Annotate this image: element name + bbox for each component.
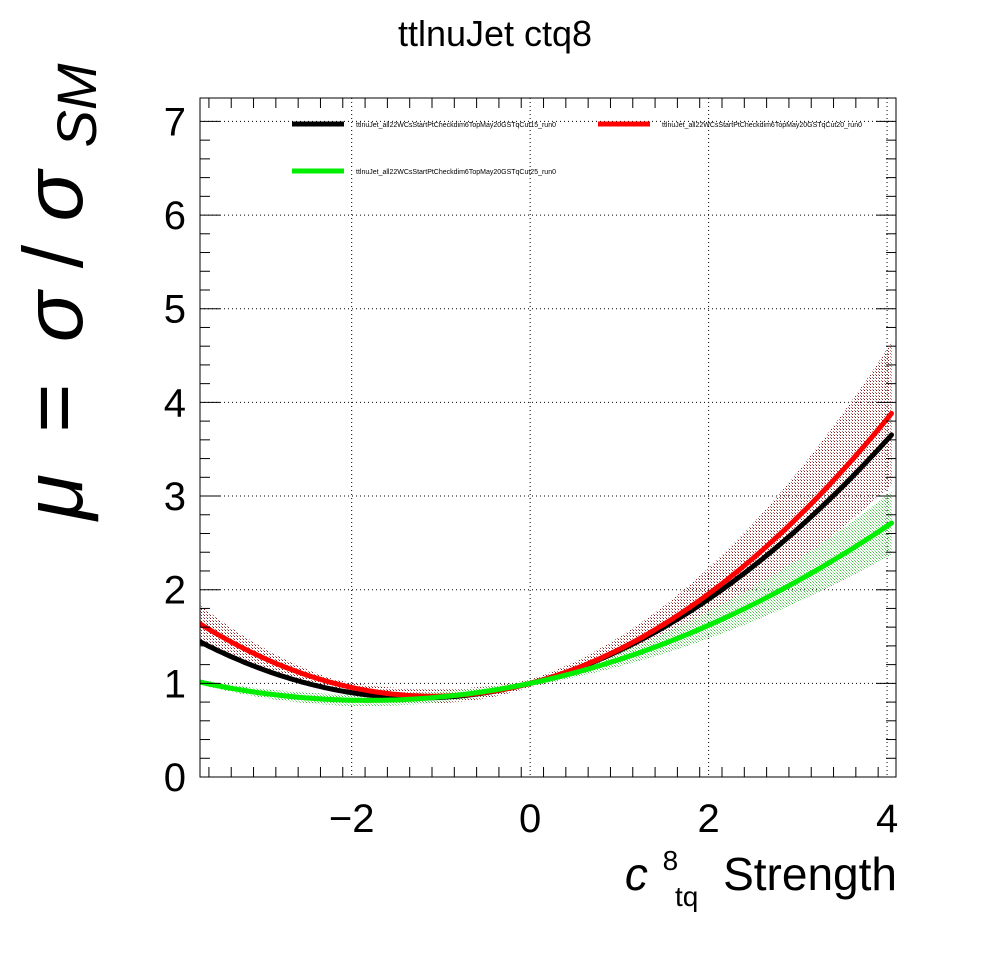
y-tick-label-6: 6: [164, 194, 186, 238]
uncertainty-bands: [200, 342, 892, 707]
y-tick-label-0: 0: [164, 756, 186, 800]
axis-ticks: [200, 98, 896, 778]
band-2: [200, 491, 892, 707]
x-tick-label-2: 2: [697, 797, 719, 841]
y-title-equals: =: [6, 384, 100, 433]
chart-title: ttlnuJet ctq8: [398, 13, 592, 54]
x-tick-label-1: 0: [519, 797, 541, 841]
x-title-c: c: [625, 848, 648, 900]
x-axis-title: c 8 tq Strength: [625, 828, 897, 916]
y-tick-labels: 0 1 2 3 4 5 6 7: [164, 100, 186, 800]
y-title-sigma: σ: [6, 288, 100, 342]
y-title-sigma-sm: σ: [6, 168, 100, 222]
x-title-rest: Strength: [723, 848, 897, 900]
grid: [200, 98, 896, 777]
y-axis-title: μ = σ / σ SM: [6, 63, 108, 522]
legend-label-2: ttlnuJet_all22WCsStartPtCheckdim6TopMay2…: [356, 169, 556, 176]
y-title-slash: /: [6, 244, 100, 268]
x-tick-labels: −2 0 2 4: [329, 797, 898, 841]
y-tick-label-2: 2: [164, 569, 186, 613]
x-tick-label-0: −2: [329, 797, 375, 841]
x-tick-label-3: 4: [876, 797, 898, 841]
legend: ttlnuJet_all22WCsStartPtCheckdim6TopMay2…: [292, 121, 862, 176]
y-tick-label-1: 1: [164, 662, 186, 706]
plot-frame: [199, 97, 897, 778]
y-tick-label-4: 4: [164, 381, 186, 425]
legend-label-0: ttlnuJet_all22WCsStartPtCheckdim6TopMay2…: [356, 122, 556, 129]
y-title-mu: μ: [6, 474, 100, 522]
band-1: [200, 342, 892, 704]
y-title-sub: SM: [45, 63, 108, 147]
series-line-2: [200, 520, 894, 703]
legend-label-1: ttlnuJet_all22WCsStartPtCheckdim6TopMay2…: [662, 122, 862, 129]
y-tick-label-3: 3: [164, 475, 186, 519]
y-tick-label-7: 7: [164, 100, 186, 144]
x-title-sup: 8: [663, 845, 679, 876]
x-title-sub: tq: [675, 881, 698, 912]
y-tick-label-5: 5: [164, 288, 186, 332]
series-lines: [200, 410, 894, 703]
